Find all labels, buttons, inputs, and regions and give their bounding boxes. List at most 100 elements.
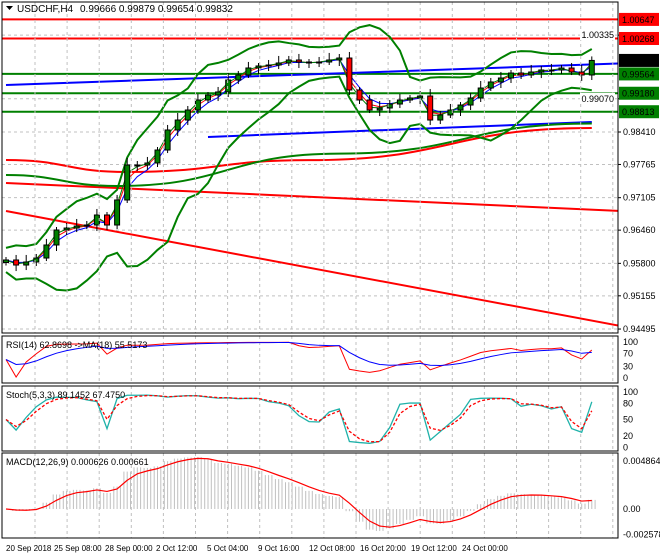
candle-bullish	[588, 59, 595, 76]
candle-bullish	[93, 214, 100, 226]
stoch-tick-label: 0	[623, 443, 628, 453]
rsi-tick-label: 30	[623, 362, 633, 372]
candle-bearish	[427, 95, 434, 121]
candle-bullish	[376, 107, 383, 111]
price-tick-label: 0.96460	[623, 225, 656, 235]
trendline	[5, 181, 618, 212]
candle-bullish	[285, 59, 292, 64]
candle-bullish	[33, 257, 40, 263]
panel-border	[1, 1, 619, 334]
candle-bullish	[114, 199, 121, 226]
bollinger-lower-band	[5, 75, 592, 292]
level-price-label: 0.98813	[622, 107, 655, 117]
candle-bullish	[194, 99, 201, 111]
candle-bullish	[336, 57, 343, 61]
time-tick-label: 20 Sep 2018	[6, 544, 52, 553]
level-price-label-box	[619, 67, 659, 81]
stoch-tick-label: 80	[623, 399, 633, 409]
price-tick-label: 0.95800	[623, 258, 656, 268]
level-price-label: 0.99564	[622, 69, 655, 79]
trendline	[5, 210, 618, 327]
rsi-ma-line	[5, 341, 592, 367]
candle-bullish	[205, 94, 211, 101]
candle-bullish	[124, 164, 131, 201]
time-tick-label: 25 Sep 08:00	[54, 544, 102, 553]
candle-bullish	[457, 104, 464, 111]
candle-bullish	[215, 91, 222, 96]
candle-bullish	[73, 225, 80, 229]
candle-bullish	[225, 79, 232, 93]
candle-bearish	[306, 61, 312, 64]
candle-bullish	[497, 77, 504, 83]
candle-bullish	[164, 129, 171, 151]
candle-bullish	[538, 69, 545, 73]
candle-bullish	[245, 67, 252, 76]
candle-bearish	[366, 99, 373, 111]
candle-bearish	[356, 89, 363, 101]
candle-bullish	[174, 119, 181, 131]
candle-bullish	[326, 59, 333, 63]
macd-tick-label: 0.004864	[623, 456, 660, 466]
candle-bearish	[13, 259, 20, 266]
time-tick-label: 12 Oct 08:00	[309, 544, 355, 553]
candle-bullish	[154, 149, 161, 164]
panel-border	[1, 385, 619, 452]
level-price-label: 1.00268	[622, 34, 655, 44]
candle-bullish	[144, 162, 151, 166]
trendline	[207, 120, 592, 138]
panel-border	[1, 335, 619, 384]
time-tick-label: 5 Oct 04:00	[207, 544, 249, 553]
candle-bullish	[265, 64, 272, 67]
candle-bullish	[184, 109, 191, 121]
rsi-tick-label: 100	[623, 337, 638, 347]
candle-bullish	[467, 97, 474, 106]
macd-tick-label: -0.002578	[623, 529, 660, 539]
candle-bullish	[396, 99, 403, 105]
price-tick-label-bg	[580, 92, 615, 104]
candle-bullish	[63, 227, 70, 231]
candle-bearish	[568, 67, 575, 73]
stoch-tick-label: 20	[623, 431, 633, 441]
time-tick-label: 2 Oct 12:00	[156, 544, 198, 553]
price-tick-label: 0.95155	[623, 291, 656, 301]
stoch-tick-label: 100	[623, 387, 638, 397]
price-tick-label: 0.94495	[623, 324, 656, 334]
moving-average-line	[5, 127, 592, 174]
price-tick-label: 0.98410	[623, 127, 656, 137]
rsi-line	[5, 341, 593, 378]
price-tick-label: 0.97105	[623, 193, 656, 203]
candle-bullish	[407, 97, 413, 101]
rsi-tick-label: 0	[623, 373, 628, 383]
rsi-tick-label: 70	[623, 349, 633, 359]
candle-bullish	[134, 164, 141, 167]
level-price-label: 0.99180	[622, 89, 655, 99]
level-price-label-box	[619, 86, 659, 100]
time-tick-label: 24 Oct 00:00	[462, 544, 508, 553]
candle-bullish	[437, 114, 444, 121]
level-price-label-box	[619, 12, 659, 26]
level-price-label: 1.00647	[622, 15, 655, 25]
level-price-label-box	[619, 31, 659, 45]
current-price-label-box	[619, 53, 659, 67]
macd-tick-label: 0.00	[623, 504, 641, 514]
candle-bullish	[275, 62, 282, 66]
candle-bullish	[548, 69, 555, 72]
price-tick-label: 0.97765	[623, 159, 656, 169]
current-price-label: 0.99832	[622, 56, 655, 66]
bollinger-upper-band	[5, 24, 593, 249]
candle-bullish	[487, 81, 494, 89]
candle-bullish	[417, 95, 424, 99]
time-tick-label: 19 Oct 12:00	[411, 544, 457, 553]
candle-bullish	[447, 109, 454, 116]
price-tick-label: 0.99070	[581, 94, 614, 104]
price-tick-label-bg	[580, 29, 615, 41]
candle-bearish	[518, 72, 525, 76]
candle-bearish	[295, 59, 302, 63]
candle-bullish	[477, 87, 484, 99]
candle-bullish	[255, 65, 262, 69]
stoch-main-line	[5, 394, 593, 444]
candle-bearish	[104, 214, 110, 226]
time-tick-label: 16 Oct 20:00	[360, 544, 406, 553]
